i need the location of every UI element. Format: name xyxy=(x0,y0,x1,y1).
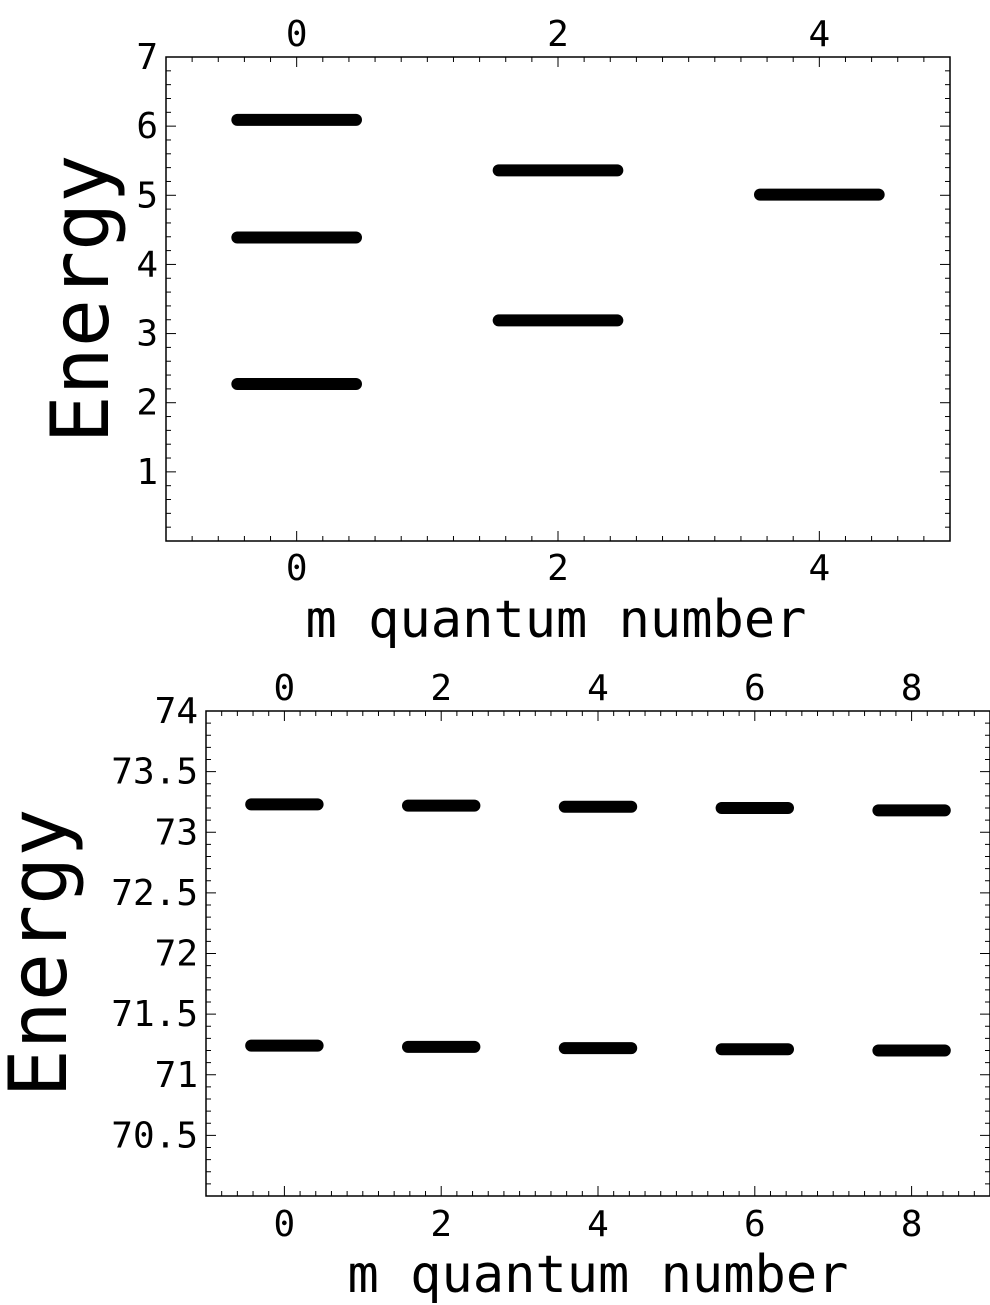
y-tick-label: 71.5 xyxy=(111,994,198,1035)
y-tick-label: 4 xyxy=(136,244,158,285)
y-tick-label: 74 xyxy=(155,691,198,732)
x-axis-title: m quantum number xyxy=(306,590,807,650)
x-tick-label-bottom: 2 xyxy=(430,1204,452,1245)
x-tick-label-top: 4 xyxy=(587,668,609,709)
y-tick-label: 7 xyxy=(136,37,158,78)
x-tick-label-top: 0 xyxy=(274,668,296,709)
x-tick-label-top: 6 xyxy=(744,668,766,709)
x-tick-label-top: 2 xyxy=(430,668,452,709)
y-tick-label: 1 xyxy=(136,452,158,493)
x-tick-label-bottom: 4 xyxy=(587,1204,609,1245)
energy-level-chart-bottom: 70.5 71 71.5 72 72.5 73 73.5 74 0 2 4 6 8 0 2 4 6 8 m quan… xyxy=(0,668,990,1305)
x-axis-title: m quantum number xyxy=(348,1245,849,1305)
y-tick-label: 70.5 xyxy=(111,1115,198,1156)
x-tick-label-top: 4 xyxy=(808,14,830,55)
x-tick-label-top: 8 xyxy=(901,668,923,709)
y-tick-label: 3 xyxy=(136,314,158,355)
x-tick-label-bottom: 8 xyxy=(901,1204,923,1245)
y-axis-title: Energy xyxy=(34,155,127,444)
y-tick-label: 5 xyxy=(136,175,158,216)
y-tick-label: 2 xyxy=(136,383,158,424)
plot-frame xyxy=(205,710,990,1197)
plot-frame xyxy=(165,56,951,542)
y-tick-label: 71 xyxy=(155,1055,198,1096)
y-axis-title: Energy xyxy=(0,809,85,1098)
x-tick-label-bottom: 0 xyxy=(286,548,308,589)
x-tick-label-bottom: 6 xyxy=(744,1204,766,1245)
x-tick-label-top: 2 xyxy=(547,14,569,55)
y-tick-label: 6 xyxy=(136,106,158,147)
y-tick-label: 72 xyxy=(155,934,198,975)
x-tick-label-bottom: 4 xyxy=(808,548,830,589)
y-tick-label: 73.5 xyxy=(111,752,198,793)
x-tick-label-bottom: 2 xyxy=(547,548,569,589)
x-tick-label-bottom: 0 xyxy=(274,1204,296,1245)
x-tick-label-top: 0 xyxy=(286,14,308,55)
y-tick-label: 72.5 xyxy=(111,873,198,914)
y-tick-label: 73 xyxy=(155,812,198,853)
